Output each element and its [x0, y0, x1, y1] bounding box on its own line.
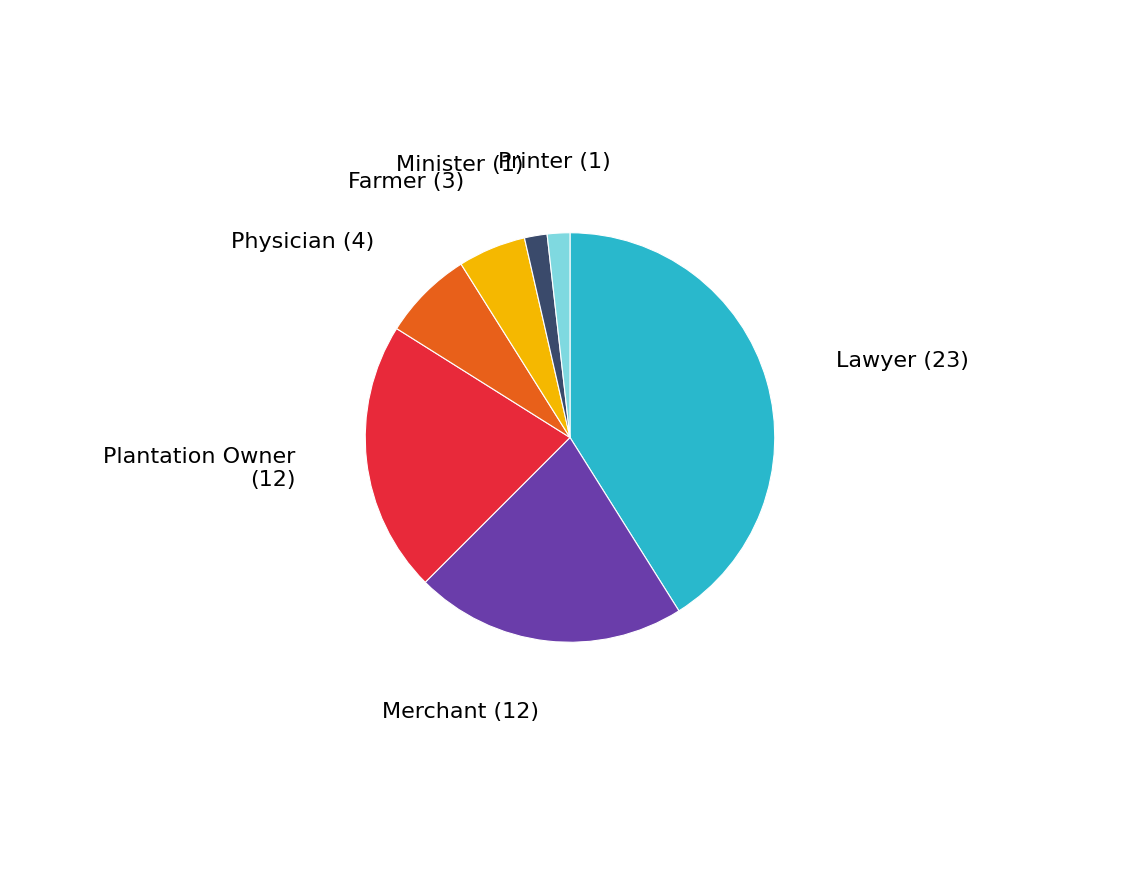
Wedge shape — [365, 329, 570, 582]
Text: Farmer (3): Farmer (3) — [348, 172, 464, 192]
Wedge shape — [397, 264, 570, 438]
Wedge shape — [547, 233, 570, 438]
Wedge shape — [425, 438, 679, 642]
Text: Printer (1): Printer (1) — [498, 151, 611, 172]
Text: Merchant (12): Merchant (12) — [382, 702, 539, 722]
Wedge shape — [524, 234, 570, 438]
Wedge shape — [570, 233, 775, 611]
Text: Minister (1): Minister (1) — [397, 155, 523, 175]
Text: Lawyer (23): Lawyer (23) — [836, 351, 969, 371]
Text: Physician (4): Physician (4) — [231, 232, 375, 252]
Wedge shape — [461, 238, 570, 438]
Text: Plantation Owner
(12): Plantation Owner (12) — [103, 447, 295, 490]
